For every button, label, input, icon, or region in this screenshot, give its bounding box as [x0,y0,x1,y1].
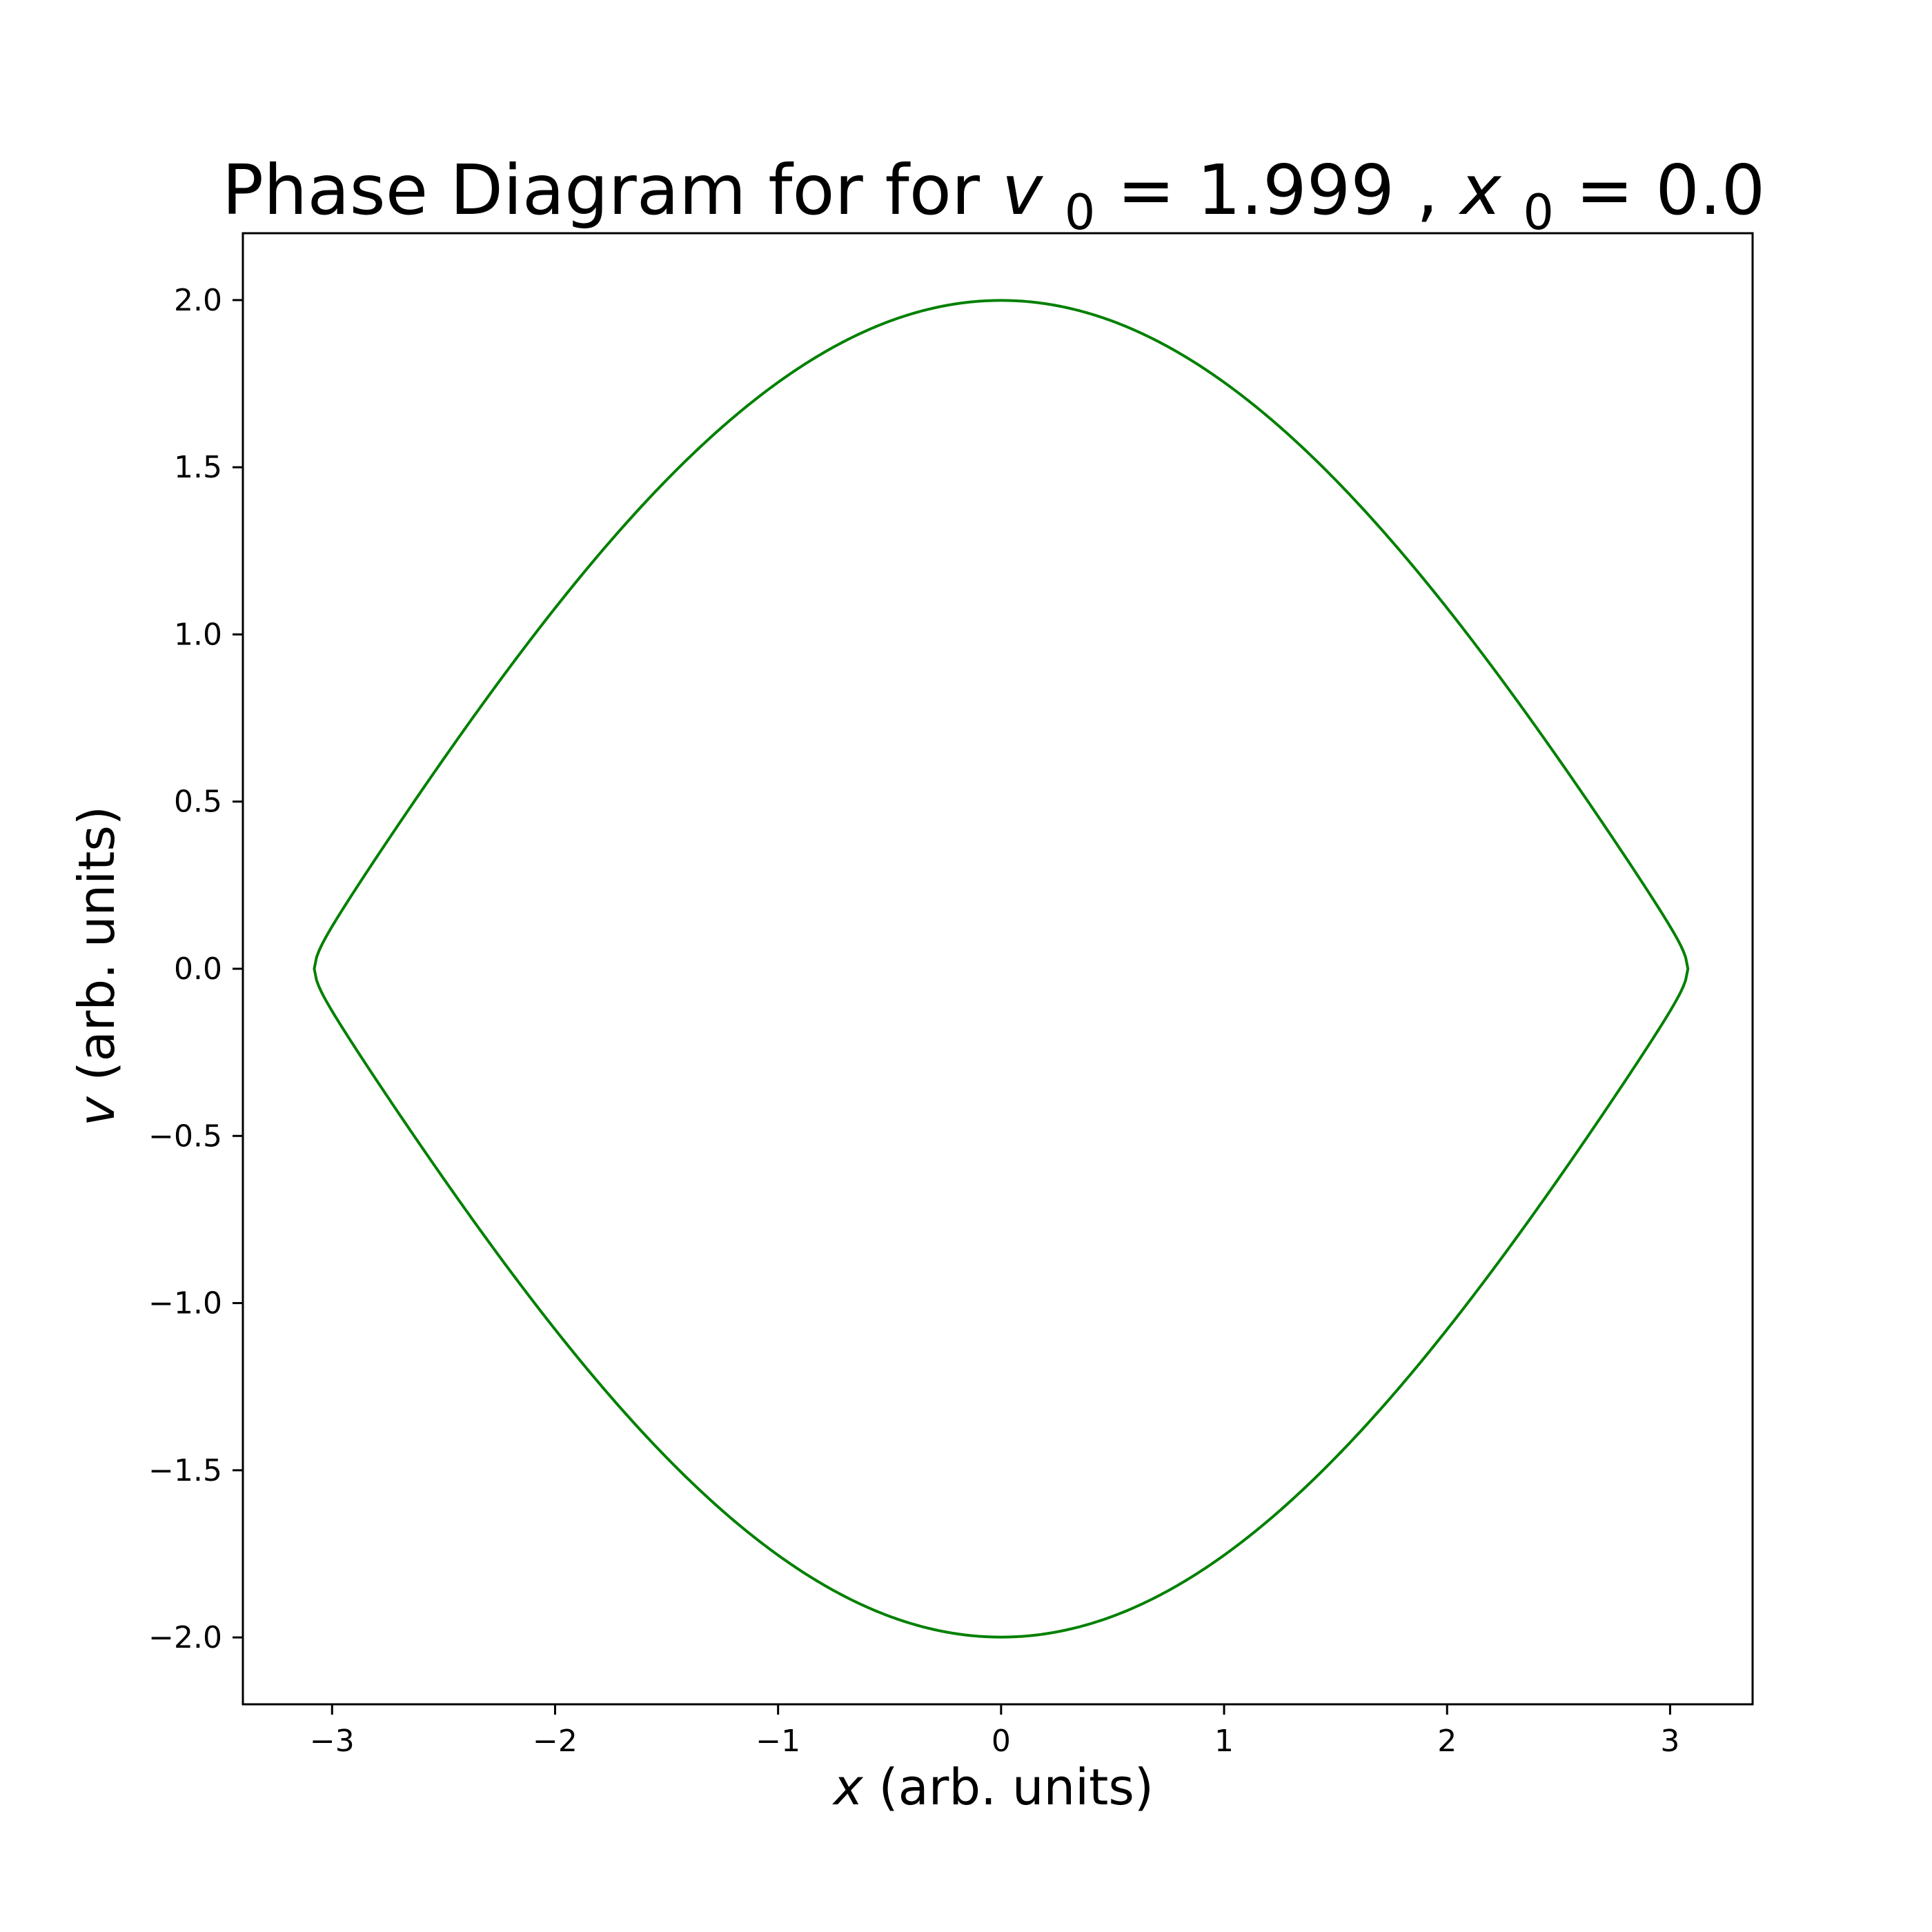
x-tick-label: 0 [992,1724,1011,1759]
title-v-value: = 1.999 , [1117,150,1460,230]
x-tick-label: 3 [1660,1724,1679,1759]
y-tick-label: 0.5 [174,785,222,820]
y-tick-label: −1.5 [148,1453,222,1488]
title-x-value: = 0.0 [1576,150,1766,230]
title-x-subscript: 0 [1523,184,1554,241]
y-tick-label: 2.0 [174,283,222,318]
x-tick-label: −3 [310,1724,355,1759]
y-tick-label: −2.0 [148,1620,222,1655]
x-tick-label: −2 [533,1724,578,1759]
y-tick-label: −1.0 [148,1286,222,1321]
title-x-symbol: x [1458,150,1502,230]
title-prefix: Phase Diagram for for [222,150,1002,230]
x-axis-ticks: −3 −2 −1 0 1 2 3 [310,1704,1679,1759]
phase-trajectory-line [313,299,1690,1639]
y-axis-label-units: (arb. units) [68,806,126,1081]
title-v-symbol: v [1002,150,1044,230]
chart-title: Phase Diagram for for v 0 = 1.999 , x 0 … [222,150,1766,246]
plot-area: −3 −2 −1 0 1 2 3 2.0 1.5 1.0 0.5 0.0 −0.5 −1.0 −1.5 −2… [148,232,1754,1759]
y-axis-label-symbol: v [68,1096,126,1126]
y-tick-label: 1.0 [174,617,222,652]
x-tick-label: 1 [1214,1724,1234,1759]
y-axis-label: v (arb. units) [68,806,126,1126]
phase-curve-layer [313,299,1690,1639]
title-v-subscript: 0 [1065,184,1096,241]
y-tick-label: 1.5 [174,450,222,485]
y-tick-label: 0.0 [174,952,222,987]
x-axis-label-units: (arb. units) [879,1758,1154,1816]
y-axis-ticks: 2.0 1.5 1.0 0.5 0.0 −0.5 −1.0 −1.5 −2.0 [148,283,243,1655]
x-tick-label: −1 [756,1724,800,1759]
y-tick-label: −0.5 [148,1118,222,1154]
x-tick-label: 2 [1437,1724,1457,1759]
x-axis-label: x (arb. units) [832,1758,1154,1816]
x-axis-label-symbol: x [832,1758,864,1816]
